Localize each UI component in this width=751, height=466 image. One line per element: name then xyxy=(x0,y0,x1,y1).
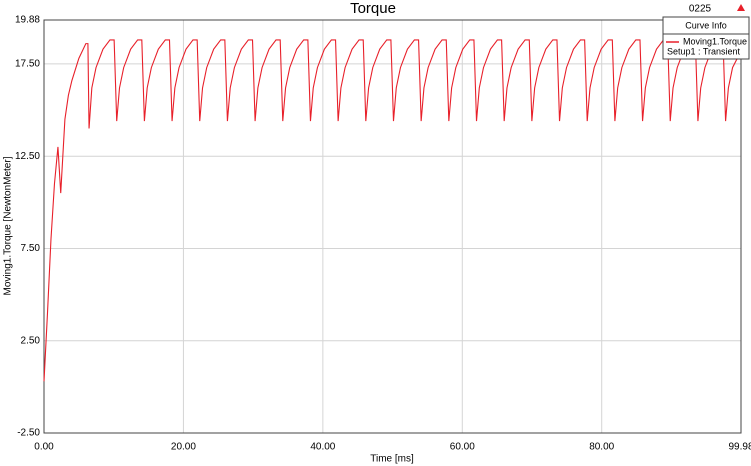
legend-box xyxy=(662,16,750,60)
y-tick-label: -2.50 xyxy=(17,428,40,439)
x-tick-label: 40.00 xyxy=(310,442,335,453)
plot-frame xyxy=(43,19,742,434)
y-tick-label: 12.50 xyxy=(15,151,40,162)
y-tick-label: 7.50 xyxy=(21,243,41,254)
line-series xyxy=(43,39,742,382)
x-tick-label: 60.00 xyxy=(450,442,475,453)
y-tick-label: 17.50 xyxy=(15,59,40,70)
x-tick-label: 99.98 xyxy=(728,442,751,453)
x-tick-label: 0.00 xyxy=(34,442,54,453)
y-tick-label: 2.50 xyxy=(21,335,41,346)
y-tick-label: 19.88 xyxy=(15,15,40,26)
legend-label: Moving1.Torque xyxy=(683,36,747,46)
legend-title: Curve Info xyxy=(685,20,727,30)
x-tick-label: 80.00 xyxy=(589,442,614,453)
x-tick-label: 20.00 xyxy=(171,442,196,453)
warning-icon xyxy=(737,4,745,11)
annotation: 0225 xyxy=(689,4,712,15)
chart-title: Torque xyxy=(350,0,396,17)
y-axis-label: Moving1.Torque [NewtonMeter] xyxy=(3,156,14,295)
legend-subtitle: Setup1 : Transient xyxy=(667,46,741,56)
x-axis-label: Time [ms] xyxy=(370,454,414,465)
